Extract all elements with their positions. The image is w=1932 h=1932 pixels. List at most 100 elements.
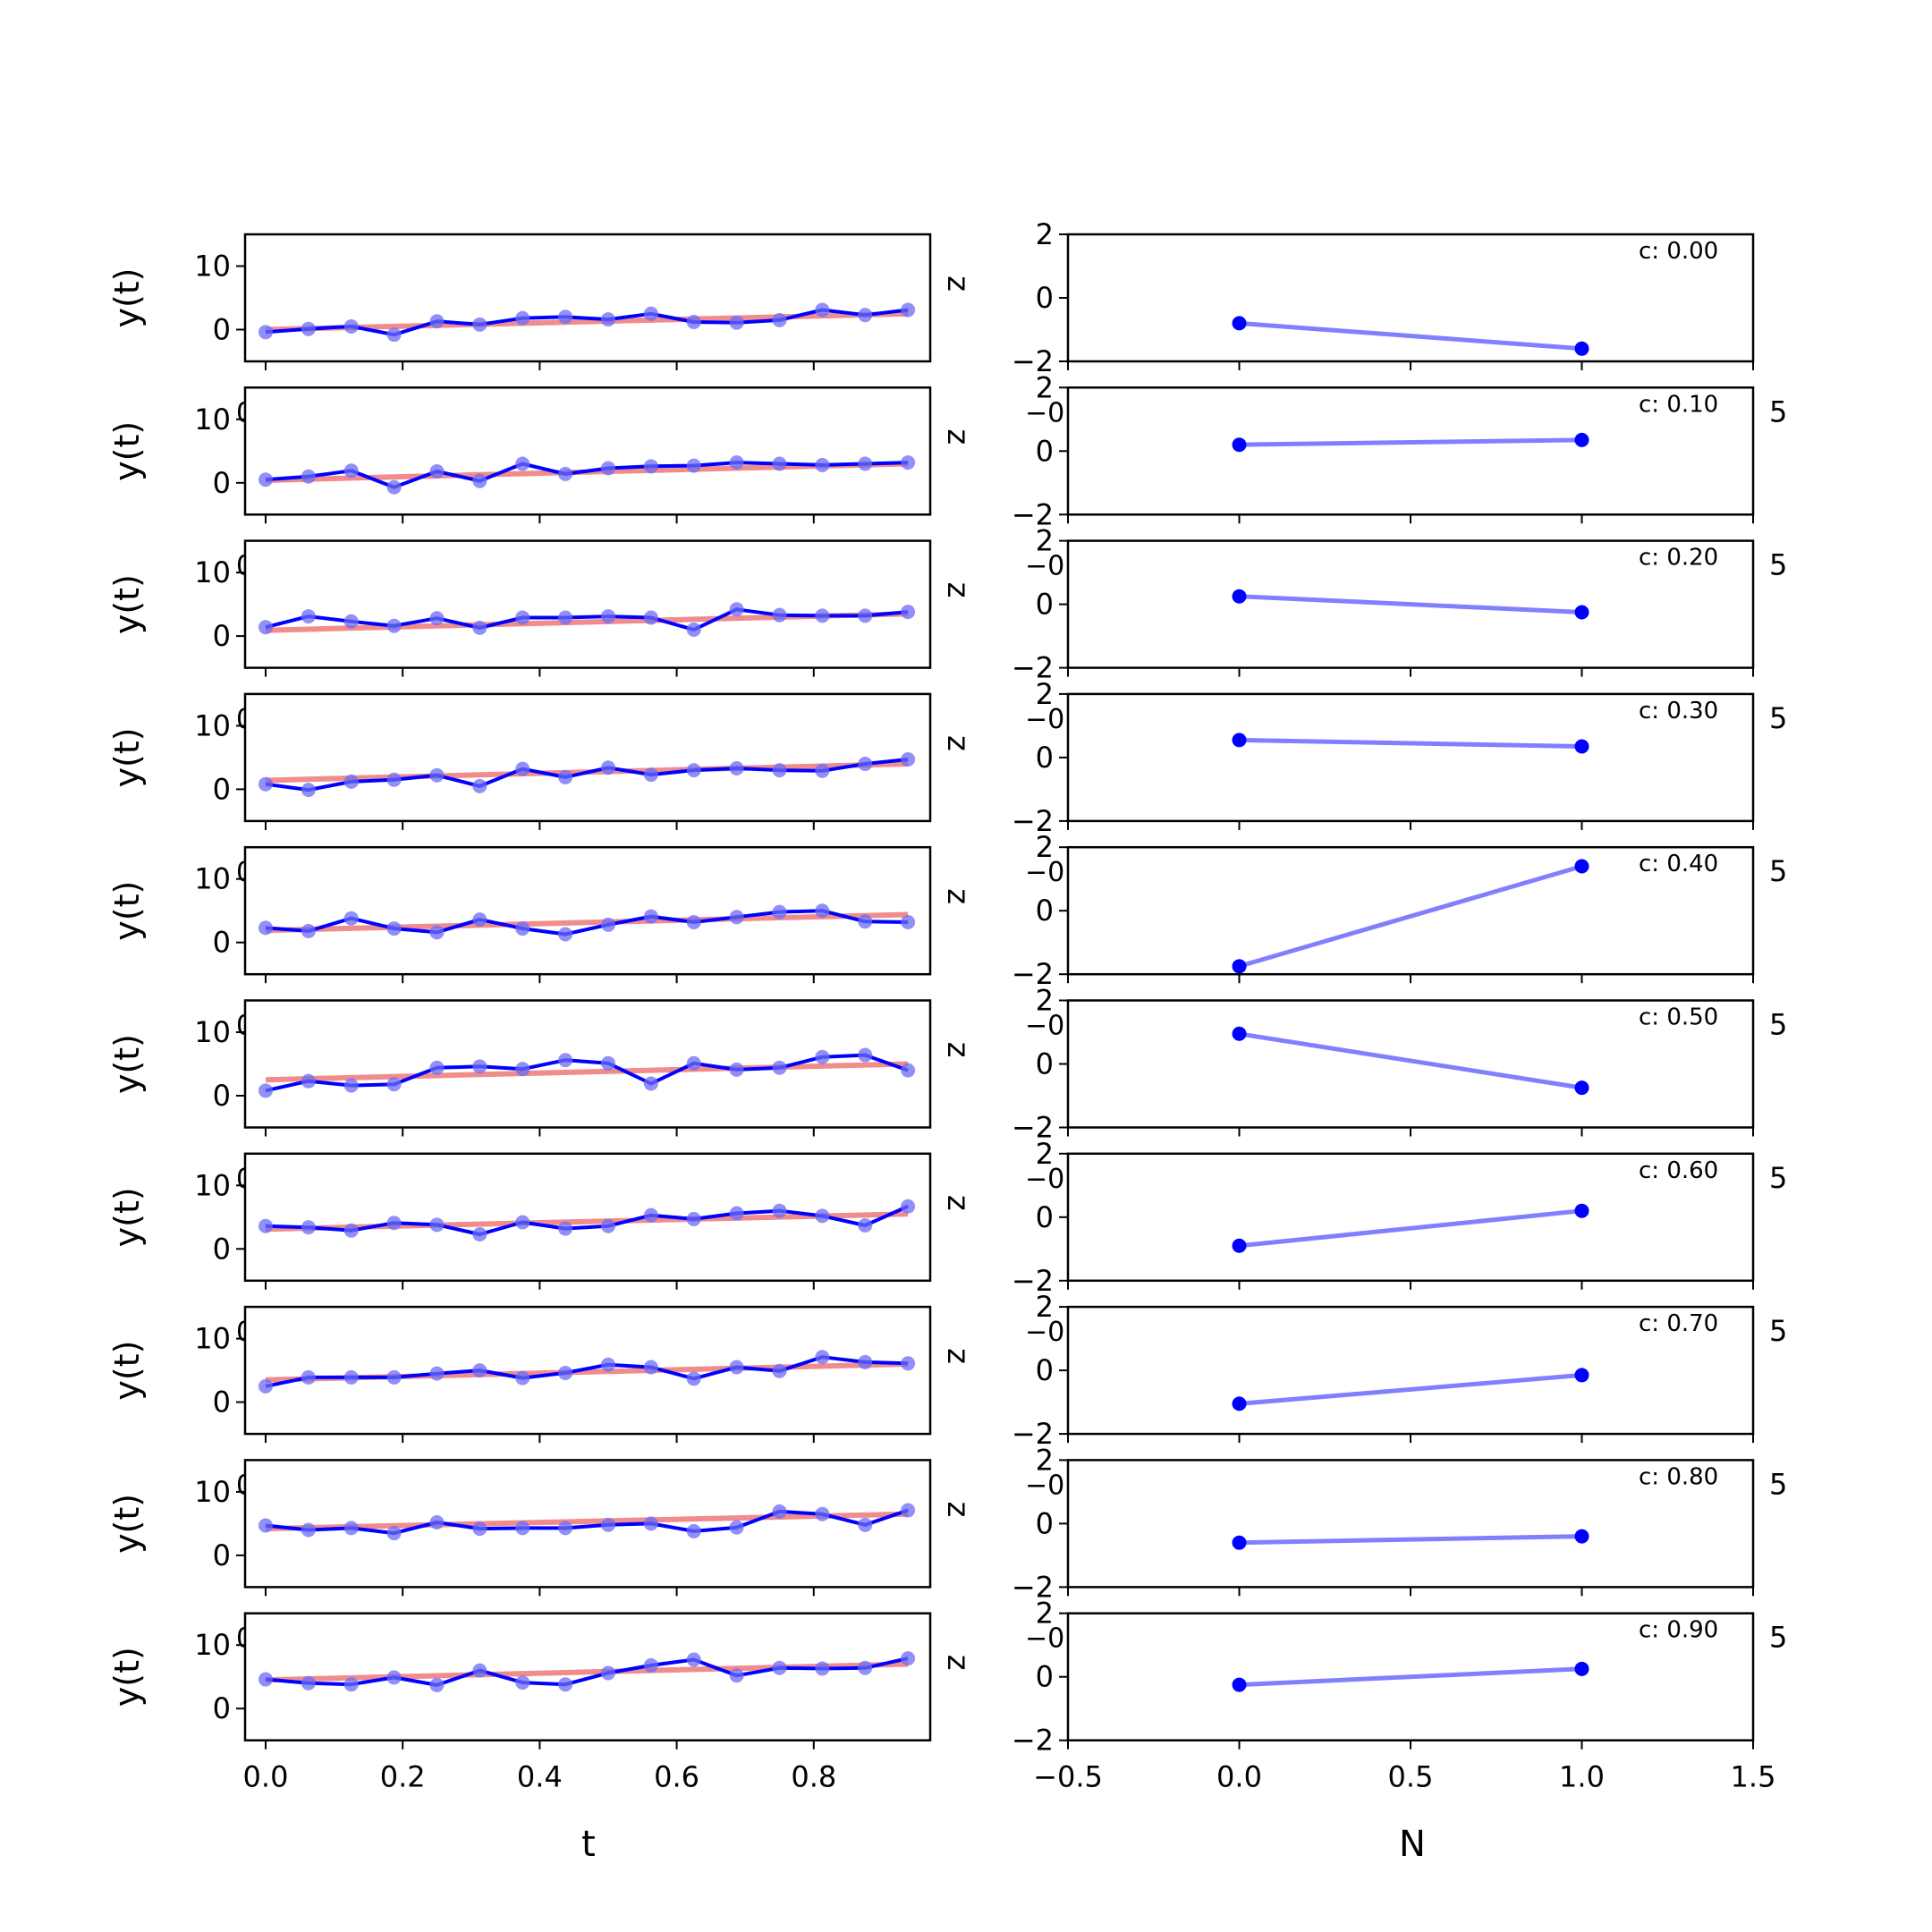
- data-point: [729, 315, 744, 330]
- series-line: [1239, 1534, 1582, 1546]
- panel-annotation: c: 0.10: [1639, 391, 1718, 418]
- clipped-label-glyph: z: [940, 428, 976, 445]
- y-tick-label: 10: [194, 402, 231, 436]
- y-tick-label: 2: [1036, 1443, 1054, 1477]
- data-point: [772, 1363, 787, 1378]
- data-point: [558, 927, 573, 942]
- data-point: [558, 309, 573, 325]
- data-point: [515, 1521, 530, 1536]
- clipped-tick-glyph: 5: [1769, 394, 1787, 428]
- data-point: [643, 1516, 658, 1531]
- data-point: [258, 472, 273, 487]
- data-point: [600, 1357, 615, 1372]
- data-point: [858, 914, 873, 929]
- data-point: [600, 1665, 615, 1681]
- axes-frame: [243, 845, 932, 976]
- data-point: [386, 1369, 402, 1385]
- data-point: [686, 1371, 701, 1386]
- data-point: [301, 1369, 316, 1385]
- clipped-tick-glyph: 5: [1769, 1008, 1787, 1042]
- data-point: [643, 1208, 658, 1223]
- data-point: [686, 914, 701, 929]
- clipped-tick-glyph: −0: [1025, 1470, 1064, 1501]
- clipped-label-glyph: z: [940, 1042, 976, 1058]
- series-point: [1232, 1535, 1247, 1550]
- data-point: [515, 456, 530, 471]
- clipped-label-glyph: z: [940, 1195, 976, 1211]
- data-point: [901, 752, 916, 767]
- y-tick-label: −2: [1012, 497, 1054, 531]
- y-tick-label: 0: [1036, 1200, 1054, 1234]
- y-tick-label: 2: [1036, 370, 1054, 404]
- x-tick-label: 0.4: [517, 1760, 563, 1794]
- y-tick-label: 10: [194, 862, 231, 896]
- data-point: [772, 1203, 787, 1218]
- y-tick-label: 0: [1036, 1506, 1054, 1540]
- data-point: [600, 461, 615, 476]
- clipped-tick-glyph: 5: [1769, 548, 1787, 582]
- data-point: [343, 1078, 359, 1093]
- series-point: [1574, 739, 1589, 754]
- axes-frame: [243, 999, 932, 1129]
- plot-area: [1068, 1307, 1753, 1435]
- data-point: [558, 1221, 573, 1236]
- right-panel-0: c: 0.00 −2 0 2: [1012, 217, 1755, 378]
- data-point: [429, 314, 445, 329]
- y-tick-label: 2: [1036, 1290, 1054, 1324]
- series-point: [1574, 605, 1589, 620]
- series-point: [1574, 341, 1589, 356]
- data-point: [301, 469, 316, 484]
- plot-area: [245, 387, 930, 515]
- data-point: [301, 1522, 316, 1538]
- data-point: [343, 318, 359, 334]
- y-tick-label: 10: [194, 1322, 231, 1356]
- data-point: [772, 312, 787, 327]
- data-point: [386, 479, 402, 495]
- data-point: [729, 760, 744, 775]
- plot-area: [1068, 234, 1753, 361]
- data-point: [301, 1675, 316, 1690]
- y-axis-label: y(t): [107, 1341, 147, 1401]
- data-point: [686, 458, 701, 473]
- data-point: [515, 310, 530, 326]
- data-line: [265, 758, 909, 792]
- y-axis-label: y(t): [107, 727, 147, 787]
- axes-frame: [243, 692, 932, 823]
- data-point: [472, 912, 487, 928]
- data-point: [815, 302, 830, 318]
- right-panel-4: −0 5 c: 0.40 −2 0 2: [1012, 830, 1788, 991]
- data-point: [772, 1060, 787, 1075]
- plot-area: [245, 693, 930, 821]
- panel-annotation: c: 0.40: [1639, 851, 1718, 877]
- y-axis-label: y(t): [107, 1647, 147, 1707]
- y-tick-label: 0: [1036, 894, 1054, 928]
- panel-annotation: c: 0.80: [1639, 1463, 1718, 1490]
- right-panel-8: −0 5 c: 0.80 −2 0 2: [1012, 1443, 1788, 1604]
- data-point: [343, 1521, 359, 1536]
- data-point: [858, 308, 873, 323]
- clipped-tick-glyph: 5: [1769, 1161, 1787, 1195]
- x-tick-label: 0.8: [791, 1760, 836, 1794]
- right-panel-3: −0 5 c: 0.30 −2 0 2: [1012, 677, 1788, 838]
- y-tick-label: 0: [213, 1385, 231, 1419]
- data-point: [386, 921, 402, 936]
- plot-area: [1068, 847, 1753, 975]
- data-line: [265, 607, 909, 631]
- clipped-label-glyph: z: [940, 1348, 976, 1364]
- series-point: [1232, 733, 1247, 748]
- panel-annotation: c: 0.30: [1639, 698, 1718, 724]
- clipped-tick-glyph: 5: [1769, 701, 1787, 735]
- x-tick-label: 1.0: [1559, 1760, 1605, 1794]
- y-tick-label: −2: [1012, 804, 1054, 838]
- data-point: [729, 1360, 744, 1375]
- y-tick-label: −2: [1012, 1111, 1054, 1145]
- data-point: [643, 767, 658, 783]
- y-tick-label: 2: [1036, 524, 1054, 558]
- data-point: [729, 1520, 744, 1535]
- data-point: [429, 1060, 445, 1075]
- data-point: [258, 920, 273, 936]
- x-tick-label: 0.2: [380, 1760, 426, 1794]
